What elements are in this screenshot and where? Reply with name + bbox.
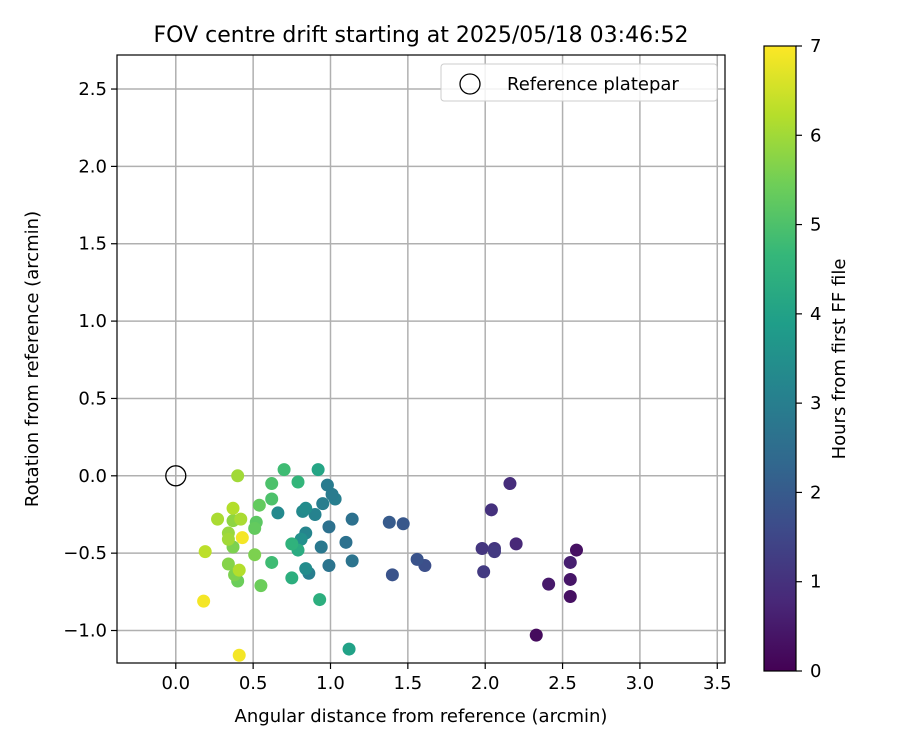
plot-frame xyxy=(116,54,726,664)
colorbar-tick-label: 4 xyxy=(810,304,821,325)
y-tick-label: −1.0 xyxy=(63,621,107,642)
y-tick-label: 1.5 xyxy=(78,234,107,255)
data-point xyxy=(385,568,399,582)
colorbar-gradient xyxy=(764,46,796,671)
y-tick-label: 2.5 xyxy=(78,79,107,100)
x-tick-label: 2.5 xyxy=(548,673,577,694)
data-point xyxy=(563,555,577,569)
data-points xyxy=(197,463,583,662)
grid xyxy=(117,55,725,663)
data-point xyxy=(226,501,240,515)
y-tick-label: 0.0 xyxy=(78,466,107,487)
legend-box xyxy=(440,63,718,102)
data-point xyxy=(252,498,266,512)
x-tick-label: 1.0 xyxy=(316,673,345,694)
data-point xyxy=(563,572,577,586)
data-point xyxy=(314,540,328,554)
data-point xyxy=(542,577,556,591)
data-point xyxy=(316,497,330,511)
data-point xyxy=(345,554,359,568)
data-point xyxy=(345,512,359,526)
data-point xyxy=(285,571,299,585)
colorbar-frame xyxy=(763,45,797,672)
data-point xyxy=(285,537,299,551)
x-tick-label: 0.0 xyxy=(161,673,190,694)
x-tick-label: 3.0 xyxy=(626,673,655,694)
x-axis-ticks: 0.0 0.5 1.0 1.5 2.0 2.5 3.0 3.5 xyxy=(161,663,732,694)
colorbar-tick-label: 3 xyxy=(810,393,821,414)
colorbar-tick-label: 0 xyxy=(810,661,821,682)
data-point xyxy=(271,506,285,520)
y-tick-label: 2.0 xyxy=(78,156,107,177)
data-point xyxy=(299,501,313,515)
x-tick-label: 3.5 xyxy=(703,673,732,694)
data-point xyxy=(569,543,583,557)
data-point xyxy=(265,477,279,491)
data-point xyxy=(563,589,577,603)
colorbar-label: Hours from first FF file xyxy=(829,259,850,460)
data-point xyxy=(234,512,248,526)
data-point xyxy=(277,463,291,477)
data-point xyxy=(198,545,212,559)
x-axis-label: Angular distance from reference (arcmin) xyxy=(235,706,608,727)
data-point xyxy=(382,515,396,529)
data-point xyxy=(477,565,491,579)
data-point xyxy=(231,469,245,483)
data-point xyxy=(308,507,322,521)
chart-title: FOV centre drift starting at 2025/05/18 … xyxy=(154,23,689,48)
data-point xyxy=(232,563,246,577)
data-point xyxy=(221,557,235,571)
data-point xyxy=(265,555,279,569)
y-tick-label: −0.5 xyxy=(63,543,107,564)
data-point xyxy=(254,579,268,593)
data-point xyxy=(320,478,334,492)
reference-layer xyxy=(165,465,187,487)
data-point xyxy=(339,535,353,549)
colorbar: 0 1 2 3 4 5 6 7 Hours from first FF file xyxy=(763,36,850,682)
y-axis-ticks: −1.0 −0.5 0.0 0.5 1.0 1.5 2.0 2.5 xyxy=(63,79,117,642)
data-point xyxy=(248,548,262,562)
data-point xyxy=(503,477,517,491)
x-tick-label: 1.5 xyxy=(394,673,423,694)
legend-reference-marker xyxy=(459,73,481,95)
legend-reference-label: Reference platepar xyxy=(507,74,679,95)
colorbar-tick-label: 7 xyxy=(810,36,821,57)
x-tick-label: 2.0 xyxy=(471,673,500,694)
colorbar-tick-label: 5 xyxy=(810,215,821,236)
data-point xyxy=(529,628,543,642)
y-tick-label: 0.5 xyxy=(78,388,107,409)
data-point xyxy=(396,517,410,531)
data-point xyxy=(313,593,327,607)
y-axis-label: Rotation from reference (arcmin) xyxy=(22,211,43,507)
data-point xyxy=(291,475,305,489)
y-tick-label: 1.0 xyxy=(78,311,107,332)
data-point xyxy=(322,559,336,573)
colorbar-tick-label: 6 xyxy=(810,125,821,146)
legend: Reference platepar xyxy=(440,63,718,102)
data-point xyxy=(265,492,279,506)
data-point xyxy=(311,463,325,477)
colorbar-tick-label: 1 xyxy=(810,572,821,593)
data-point xyxy=(221,532,235,546)
data-point xyxy=(484,503,498,517)
data-point xyxy=(342,642,356,656)
colorbar-ticks: 0 1 2 3 4 5 6 7 xyxy=(796,36,821,682)
colorbar-tick-label: 2 xyxy=(810,482,821,503)
data-point xyxy=(322,520,336,534)
data-point xyxy=(197,594,211,608)
data-point xyxy=(235,531,249,545)
data-point xyxy=(211,512,225,526)
data-point xyxy=(248,521,262,535)
reference-marker xyxy=(165,465,187,487)
data-point xyxy=(410,552,424,566)
data-point xyxy=(509,537,523,551)
x-tick-label: 0.5 xyxy=(239,673,268,694)
data-point xyxy=(232,648,246,662)
data-point xyxy=(475,542,489,556)
data-point xyxy=(299,562,313,576)
data-point xyxy=(487,545,501,559)
